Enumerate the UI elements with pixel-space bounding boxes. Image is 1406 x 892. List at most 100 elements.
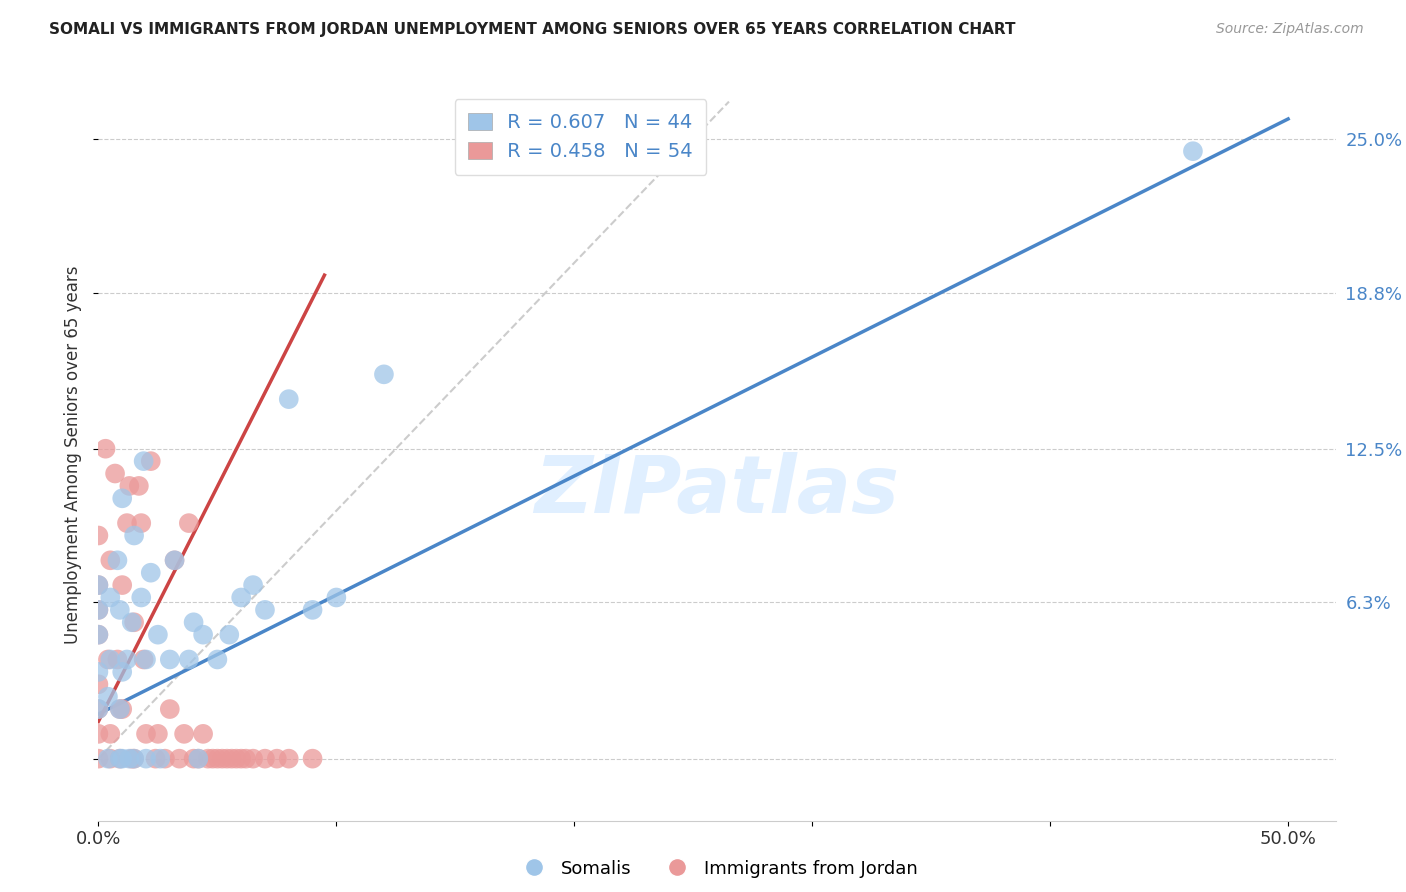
Point xyxy=(87,752,110,766)
Point xyxy=(87,628,110,642)
Point xyxy=(325,591,347,605)
Point xyxy=(207,652,229,666)
Point xyxy=(187,752,209,766)
Point xyxy=(163,553,186,567)
Point xyxy=(107,652,129,666)
Point xyxy=(266,752,288,766)
Point xyxy=(201,752,224,766)
Point xyxy=(108,603,131,617)
Point xyxy=(231,591,253,605)
Text: ZIPatlas: ZIPatlas xyxy=(534,452,900,531)
Point xyxy=(242,752,264,766)
Point xyxy=(146,727,169,741)
Point xyxy=(139,454,162,468)
Point xyxy=(253,752,276,766)
Point xyxy=(139,566,162,580)
Point xyxy=(111,665,134,679)
Point xyxy=(107,553,129,567)
Point xyxy=(159,652,181,666)
Text: Source: ZipAtlas.com: Source: ZipAtlas.com xyxy=(1216,22,1364,37)
Point xyxy=(87,628,110,642)
Point xyxy=(111,702,134,716)
Point xyxy=(98,652,121,666)
Point xyxy=(153,752,176,766)
Point xyxy=(373,368,395,382)
Point xyxy=(225,752,247,766)
Point xyxy=(121,615,143,630)
Point xyxy=(253,603,276,617)
Point xyxy=(98,591,121,605)
Point xyxy=(122,528,145,542)
Point xyxy=(128,479,150,493)
Point xyxy=(159,702,181,716)
Point xyxy=(111,752,134,766)
Point xyxy=(108,752,131,766)
Point xyxy=(108,702,131,716)
Point xyxy=(115,652,138,666)
Point xyxy=(221,752,243,766)
Point xyxy=(97,652,120,666)
Point xyxy=(146,628,169,642)
Point xyxy=(277,392,299,406)
Point xyxy=(135,727,157,741)
Point xyxy=(145,752,167,766)
Y-axis label: Unemployment Among Seniors over 65 years: Unemployment Among Seniors over 65 years xyxy=(65,266,83,644)
Point xyxy=(97,752,120,766)
Point xyxy=(111,578,134,592)
Point xyxy=(215,752,238,766)
Point xyxy=(242,578,264,592)
Point xyxy=(87,677,110,691)
Point xyxy=(135,652,157,666)
Point xyxy=(87,702,110,716)
Point xyxy=(129,591,152,605)
Point xyxy=(301,603,323,617)
Point xyxy=(121,752,143,766)
Point xyxy=(1181,144,1204,158)
Point xyxy=(122,752,145,766)
Point xyxy=(191,628,214,642)
Point xyxy=(108,702,131,716)
Point xyxy=(122,752,145,766)
Legend: Somalis, Immigrants from Jordan: Somalis, Immigrants from Jordan xyxy=(509,853,925,885)
Point xyxy=(104,467,127,481)
Point xyxy=(122,615,145,630)
Point xyxy=(301,752,323,766)
Text: SOMALI VS IMMIGRANTS FROM JORDAN UNEMPLOYMENT AMONG SENIORS OVER 65 YEARS CORREL: SOMALI VS IMMIGRANTS FROM JORDAN UNEMPLO… xyxy=(49,22,1015,37)
Point xyxy=(87,578,110,592)
Point xyxy=(111,491,134,506)
Point xyxy=(87,578,110,592)
Point xyxy=(132,652,155,666)
Point xyxy=(94,442,117,456)
Point xyxy=(97,690,120,704)
Point xyxy=(87,727,110,741)
Point xyxy=(87,702,110,716)
Point xyxy=(132,454,155,468)
Point xyxy=(207,752,229,766)
Point xyxy=(87,603,110,617)
Point xyxy=(98,727,121,741)
Point xyxy=(87,528,110,542)
Point xyxy=(211,752,233,766)
Point xyxy=(177,652,200,666)
Point xyxy=(87,603,110,617)
Point xyxy=(115,516,138,530)
Point xyxy=(218,628,240,642)
Point xyxy=(183,615,205,630)
Point xyxy=(98,752,121,766)
Point xyxy=(135,752,157,766)
Point xyxy=(173,727,195,741)
Point xyxy=(235,752,257,766)
Point xyxy=(197,752,219,766)
Point xyxy=(277,752,299,766)
Point xyxy=(169,752,191,766)
Point xyxy=(87,665,110,679)
Point xyxy=(187,752,209,766)
Point xyxy=(118,752,141,766)
Point xyxy=(163,553,186,567)
Point xyxy=(118,479,141,493)
Point xyxy=(129,516,152,530)
Point xyxy=(231,752,253,766)
Point xyxy=(149,752,172,766)
Point xyxy=(183,752,205,766)
Point xyxy=(108,752,131,766)
